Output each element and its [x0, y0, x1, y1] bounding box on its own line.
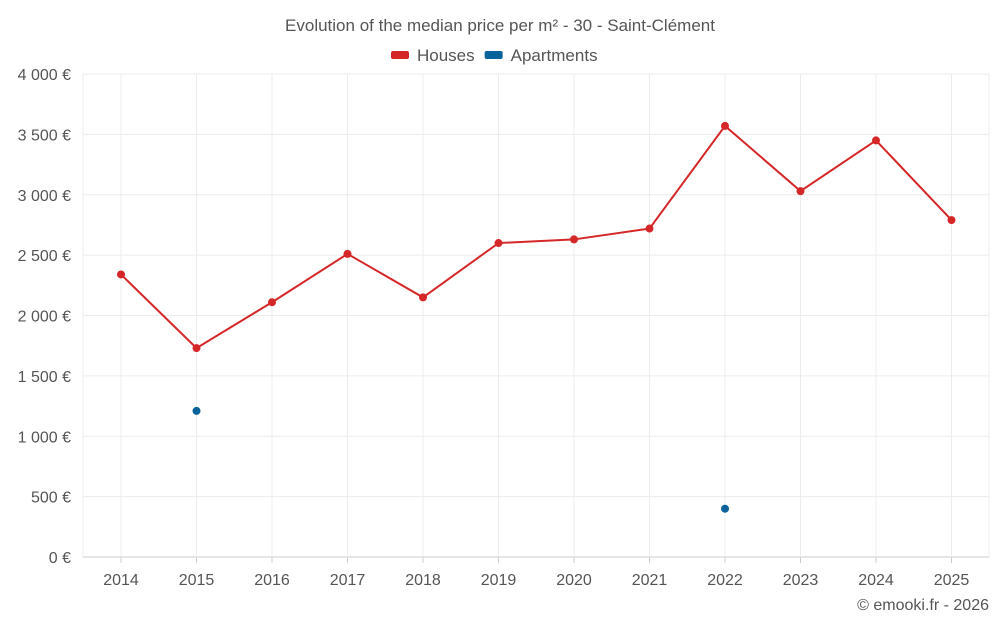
data-point-houses[interactable]: [268, 298, 276, 307]
x-tick-label: 2018: [405, 572, 441, 589]
x-tick-label: 2016: [254, 572, 290, 589]
data-point-houses[interactable]: [796, 187, 805, 196]
data-point-houses[interactable]: [570, 235, 578, 244]
data-point-houses[interactable]: [117, 270, 125, 279]
legend-label: Apartments: [511, 46, 598, 65]
data-point-houses[interactable]: [419, 293, 427, 302]
x-tick-label: 2021: [632, 572, 668, 589]
data-point-houses[interactable]: [192, 344, 201, 353]
x-tick-label: 2017: [330, 572, 366, 589]
series-layer: [117, 121, 956, 513]
y-tick-label: 2 000 €: [18, 309, 71, 326]
y-tick-label: 3 500 €: [18, 127, 71, 144]
data-point-houses[interactable]: [721, 121, 729, 130]
legend-swatch: [484, 51, 503, 59]
legend-item-apartments[interactable]: Apartments: [484, 46, 598, 65]
legend-label: Houses: [417, 46, 475, 65]
data-point-apartments[interactable]: [192, 406, 201, 415]
x-axis: 2014 2015 2016 2017 2018 2019 2020 2021 2022 2023…: [103, 557, 969, 589]
y-tick-label: 4 000 €: [18, 67, 71, 84]
x-tick-label: 2015: [179, 572, 215, 589]
y-tick-label: 1 000 €: [18, 429, 71, 446]
grid-lines: [82, 73, 990, 558]
data-point-houses[interactable]: [947, 216, 956, 225]
x-tick-label: 2020: [556, 572, 592, 589]
y-tick-label: 3 000 €: [18, 188, 71, 205]
x-tick-label: 2022: [707, 572, 743, 589]
data-point-houses[interactable]: [343, 249, 352, 258]
chart-title: Evolution of the median price per m² - 3…: [285, 16, 715, 35]
y-axis: 0 € 500 € 1 000 € 1 500 € 2 000 € 2 500 € 3 00…: [18, 67, 71, 567]
legend-swatch: [391, 51, 409, 59]
y-tick-label: 1 500 €: [18, 369, 71, 386]
x-tick-label: 2023: [783, 572, 819, 589]
x-tick-label: 2024: [858, 572, 894, 589]
series-line-houses: [120, 124, 953, 350]
x-tick-label: 2025: [934, 572, 970, 589]
legend[interactable]: Houses Apartments: [391, 46, 598, 65]
data-point-houses[interactable]: [645, 224, 654, 233]
credit-text: © emooki.fr - 2026: [857, 597, 989, 614]
y-tick-label: 2 500 €: [18, 248, 71, 265]
y-tick-label: 500 €: [31, 490, 71, 507]
series-apartments: [192, 406, 729, 513]
data-point-houses[interactable]: [494, 239, 503, 248]
data-point-houses[interactable]: [872, 136, 880, 145]
data-point-apartments[interactable]: [721, 504, 729, 513]
series-houses: [117, 121, 956, 353]
x-tick-label: 2014: [103, 572, 139, 589]
legend-item-houses[interactable]: Houses: [391, 46, 475, 65]
x-tick-label: 2019: [481, 572, 517, 589]
y-tick-label: 0 €: [49, 550, 71, 567]
